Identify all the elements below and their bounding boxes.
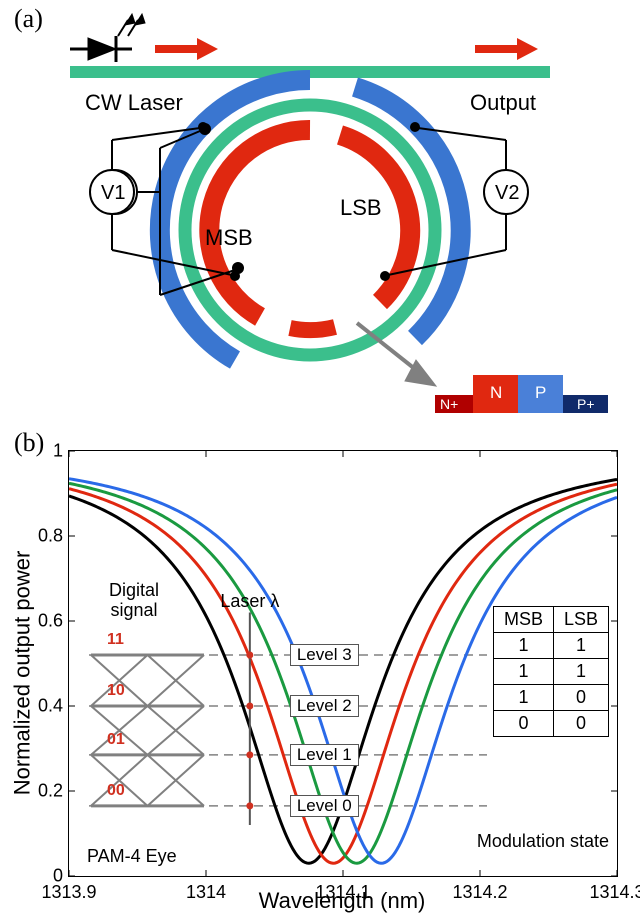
y-tick-label: 1: [53, 441, 69, 462]
table-cell: 1: [553, 633, 608, 659]
v2-label: V2: [495, 182, 519, 204]
digital-bit-label: 10: [107, 682, 125, 700]
state-header-msb: MSB: [493, 607, 553, 633]
table-cell: 0: [493, 711, 553, 737]
x-tick-label: 1314.1: [315, 876, 370, 903]
digital-bit-label: 00: [107, 782, 125, 800]
table-row: 10: [493, 685, 608, 711]
level-label: Level 1: [290, 744, 359, 766]
y-tick-label: 0.6: [38, 611, 69, 632]
digital-bit-label: 01: [107, 731, 125, 749]
laser-lambda-label: Laser λ: [220, 591, 279, 612]
figure: (a): [0, 0, 640, 915]
svg-text:P+: P+: [577, 396, 595, 412]
x-tick-label: 1314.2: [452, 876, 507, 903]
panel-b: Normalized output power Wavelength (nm) …: [0, 430, 640, 915]
heater-segment: [290, 327, 335, 330]
table-row: 00: [493, 711, 608, 737]
junction-cross-section: N+ N P P+: [435, 375, 608, 413]
msb-segment-arc: [209, 130, 310, 317]
cw-laser-text: CW Laser: [85, 90, 183, 115]
laser-diode-icon: [70, 14, 145, 62]
level-label: Level 0: [290, 795, 359, 817]
modulation-state-table: MSB LSB 11111000: [493, 606, 609, 737]
y-tick-label: 0.8: [38, 526, 69, 547]
v1-label: V1: [101, 182, 125, 204]
table-row: 11: [493, 659, 608, 685]
table-row: 11: [493, 633, 608, 659]
table-cell: 1: [493, 685, 553, 711]
output-arrow-icon: [475, 38, 538, 60]
digital-signal-label: Digital signal: [104, 581, 164, 621]
msb-label: MSB: [205, 225, 253, 250]
svg-text:N+: N+: [440, 396, 458, 412]
lsb-label: LSB: [340, 195, 382, 220]
table-cell: 1: [553, 659, 608, 685]
x-tick-label: 1314.3: [589, 876, 640, 903]
y-tick-label: 0.2: [38, 781, 69, 802]
svg-text:N: N: [490, 383, 502, 402]
table-cell: 0: [553, 711, 608, 737]
pam4-eye-label: PAM-4 Eye: [87, 846, 177, 867]
cw-arrow-icon: [155, 38, 218, 60]
table-cell: 0: [553, 685, 608, 711]
digital-bit-label: 11: [107, 631, 124, 649]
table-cell: 1: [493, 659, 553, 685]
output-text: Output: [470, 90, 536, 115]
y-axis-label: Normalized output power: [10, 430, 34, 915]
level-label: Level 3: [290, 644, 359, 666]
svg-text:P: P: [535, 383, 546, 402]
level-label: Level 2: [290, 695, 359, 717]
x-tick-label: 1313.9: [41, 876, 96, 903]
x-tick-label: 1314: [186, 876, 226, 903]
panel-a: CW Laser Output: [0, 0, 640, 430]
modulation-state-label: Modulation state: [477, 831, 609, 852]
panel-a-svg: CW Laser Output: [0, 0, 640, 430]
table-cell: 1: [493, 633, 553, 659]
chart-area: 00.20.40.60.81 1313.913141314.11314.2131…: [68, 450, 618, 877]
y-tick-label: 0.4: [38, 696, 69, 717]
state-header-lsb: LSB: [553, 607, 608, 633]
